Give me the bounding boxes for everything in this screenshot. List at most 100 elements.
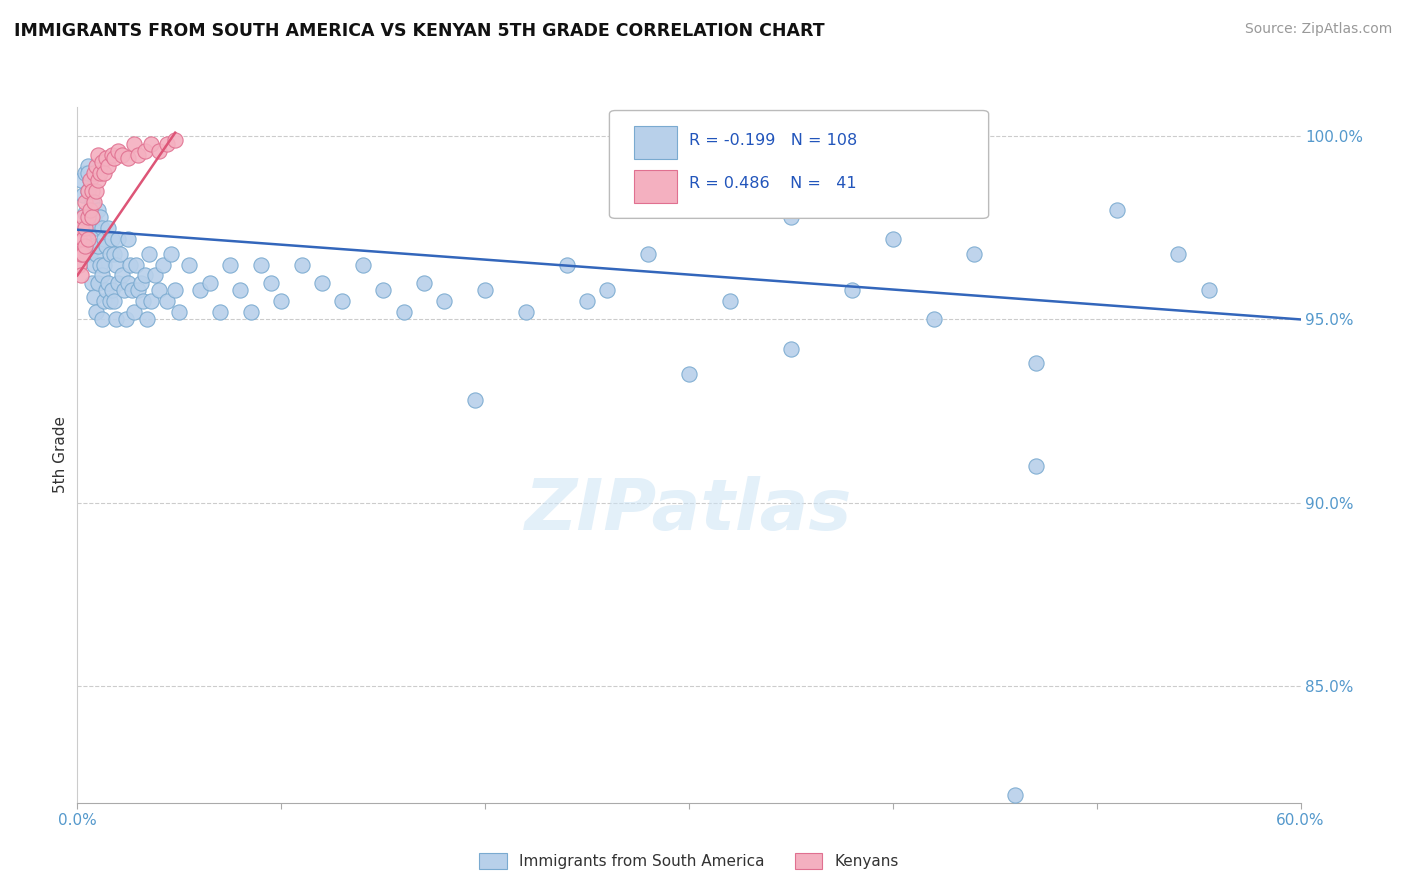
Point [75,239,97,253]
Point [474,283,496,297]
Point [134,268,156,283]
Point [87,276,110,290]
Point [90,312,112,326]
Point [841,283,863,297]
Point [1198,283,1220,297]
Point [83,195,105,210]
FancyBboxPatch shape [609,111,988,219]
Point [1004,789,1026,803]
Point [165,283,187,297]
Point [555,258,578,272]
Point [80,239,103,253]
Point [80,184,103,198]
Point [76,210,98,224]
Point [75,206,97,220]
Point [89,166,111,180]
Point [111,268,134,283]
Point [79,173,101,187]
Text: R = 0.486    N =   41: R = 0.486 N = 41 [689,176,856,191]
Point [165,133,187,147]
Text: IMMIGRANTS FROM SOUTH AMERICA VS KENYAN 5TH GRADE CORRELATION CHART: IMMIGRANTS FROM SOUTH AMERICA VS KENYAN … [14,22,825,40]
Point [90,155,112,169]
Y-axis label: 5th Grade: 5th Grade [53,417,67,493]
Point [127,147,149,161]
Point [93,232,115,246]
Point [87,202,110,217]
Point [97,159,120,173]
Point [779,342,801,356]
Point [229,283,252,297]
Point [98,246,121,260]
Point [143,268,166,283]
Point [107,276,129,290]
Point [87,173,110,187]
Point [139,294,162,309]
Point [134,144,156,158]
Point [117,232,139,246]
Point [76,184,98,198]
Point [135,312,157,326]
Point [124,305,146,319]
Point [75,220,97,235]
Legend: Immigrants from South America, Kenyans: Immigrants from South America, Kenyans [472,847,905,875]
Point [637,246,659,260]
Point [87,239,110,253]
Point [105,312,128,326]
Point [270,294,292,309]
Point [84,184,107,198]
Point [94,239,117,253]
Point [107,232,129,246]
Point [97,276,120,290]
Point [117,151,139,165]
FancyBboxPatch shape [634,126,676,159]
Point [84,159,107,173]
Point [332,294,354,309]
Point [290,258,312,272]
Point [169,305,191,319]
Point [121,283,143,297]
Point [80,276,103,290]
Point [94,283,117,297]
Point [156,136,179,151]
Point [75,166,97,180]
Point [111,147,134,161]
Point [70,173,93,187]
Point [72,246,94,260]
Point [70,246,93,260]
Point [515,305,537,319]
Point [76,184,98,198]
Point [179,258,201,272]
Point [208,305,231,319]
Point [198,276,221,290]
Point [67,258,90,272]
Point [464,392,486,407]
Point [90,220,112,235]
Point [79,246,101,260]
Point [94,151,117,165]
Point [72,232,94,246]
Point [678,368,700,382]
Point [107,144,129,158]
Point [160,246,183,260]
Point [148,144,170,158]
Point [101,283,124,297]
Point [103,246,125,260]
Point [188,283,211,297]
Point [75,195,97,210]
Point [83,290,105,304]
Point [1107,202,1129,217]
Point [103,151,125,165]
Point [101,147,124,161]
Point [70,220,93,235]
Point [131,294,153,309]
Point [1167,246,1189,260]
Point [103,294,125,309]
Point [922,312,945,326]
Point [963,246,986,260]
Point [89,210,111,224]
Point [125,258,148,272]
Point [76,232,98,246]
Point [101,232,124,246]
Point [72,210,94,224]
Point [98,294,121,309]
